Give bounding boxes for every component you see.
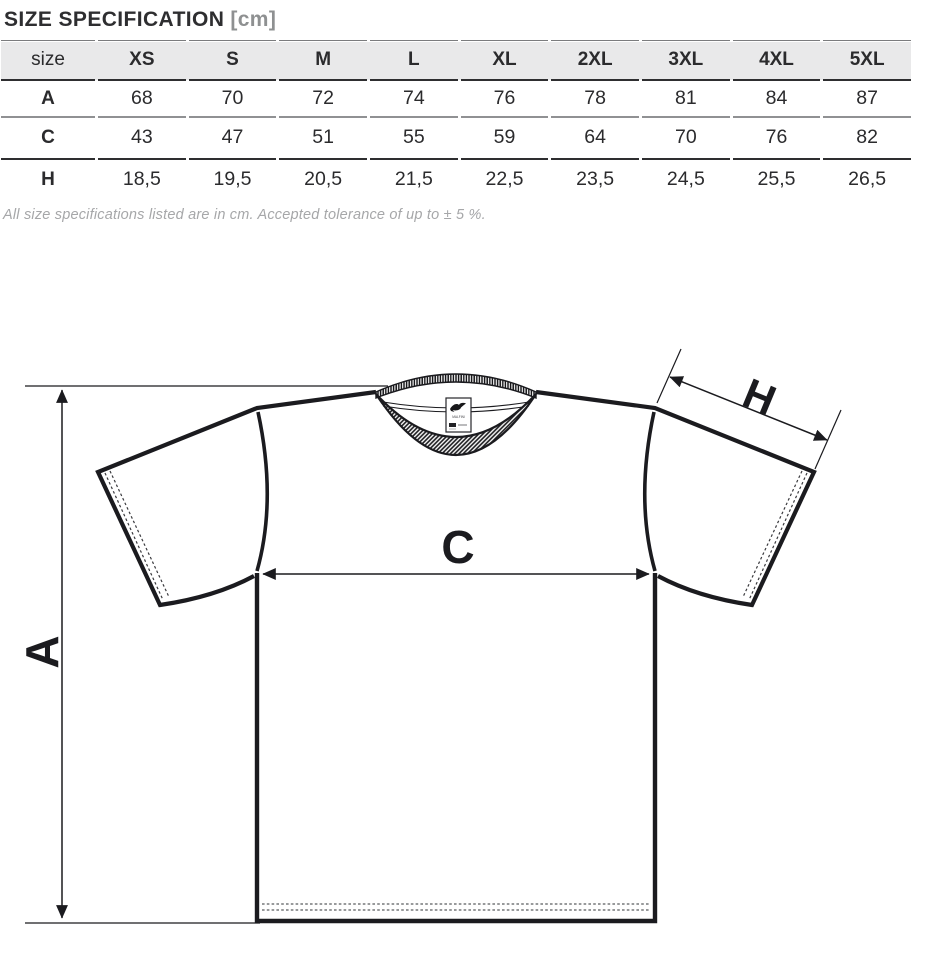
- collar-front-band: [375, 393, 537, 457]
- dim-label-c: C: [441, 521, 474, 573]
- right-sleeve-stitch: [742, 470, 803, 598]
- h-extension-line-right: [814, 409, 842, 470]
- value-cell: 64: [551, 118, 639, 160]
- header-cell-2xl: 2XL: [551, 40, 639, 81]
- value-cell: 21,5: [394, 168, 433, 190]
- value-cell: 74: [369, 81, 458, 118]
- value-cell: 19,5: [213, 168, 252, 190]
- dimension-line-h: [669, 376, 828, 441]
- size-table: size XS S M L XL 2XL 3XL 4XL 5XL A 68 70…: [1, 40, 911, 200]
- header-cell-4xl: 4XL: [732, 40, 821, 81]
- left-sleeve-stitch: [109, 470, 170, 598]
- value-cell: 51: [279, 118, 367, 160]
- h-extension-line-left: [656, 348, 682, 404]
- collar-back-band: [375, 373, 537, 400]
- row-label-a: A: [1, 81, 95, 118]
- value-cell: 70: [641, 118, 730, 160]
- neck-label: MALFINI: [445, 397, 472, 433]
- value-cell: 22,5: [485, 168, 524, 190]
- value-cell: 76: [732, 118, 821, 160]
- value-cell: 18,5: [122, 168, 161, 190]
- table-header-background: [1, 41, 911, 80]
- row-label-h: H: [41, 168, 55, 190]
- header-cell-5xl: 5XL: [823, 40, 911, 81]
- header-cell-3xl: 3XL: [641, 40, 730, 81]
- header-cell-l: L: [369, 40, 458, 81]
- right-sleeve-stitch: [748, 472, 808, 601]
- dim-label-h: H: [737, 369, 783, 424]
- value-cell: 47: [188, 118, 277, 160]
- row-label-c: C: [1, 118, 95, 160]
- value-cell: 78: [551, 81, 639, 118]
- value-cell: 23,5: [576, 168, 615, 190]
- body-outline: [254, 573, 658, 924]
- left-armhole-seam: [255, 411, 270, 572]
- value-cell: 26,5: [848, 168, 887, 190]
- page-title: SIZE SPECIFICATION [cm]: [0, 0, 928, 33]
- value-cell: 82: [823, 118, 911, 160]
- right-sleeve-outline: [535, 389, 817, 608]
- header-cell-xs: XS: [98, 40, 186, 81]
- value-cell: 87: [823, 81, 911, 118]
- right-armhole-seam: [642, 411, 657, 572]
- left-sleeve-outline: [95, 389, 377, 608]
- value-cell: 81: [641, 81, 730, 118]
- brand-label-text: MALFINI: [452, 415, 465, 419]
- header-cell-m: M: [279, 40, 367, 81]
- tshirt-diagram: A MALFINI: [0, 330, 928, 968]
- brand-bird-icon: [450, 402, 466, 412]
- value-cell: 24,5: [666, 168, 705, 190]
- dim-label-a: A: [16, 635, 68, 668]
- left-sleeve-stitch: [104, 472, 164, 601]
- value-cell: 70: [188, 81, 277, 118]
- value-cell: 20,5: [304, 168, 343, 190]
- value-cell: 76: [460, 81, 549, 118]
- header-cell-size: size: [1, 40, 95, 81]
- value-cell: 43: [98, 118, 186, 160]
- tolerance-note: All size specifications listed are in cm…: [3, 206, 486, 223]
- value-cell: 25,5: [757, 168, 796, 190]
- value-cell: 55: [369, 118, 458, 160]
- value-cell: 72: [279, 81, 367, 118]
- title-unit: [cm]: [230, 8, 277, 31]
- value-cell: 84: [732, 81, 821, 118]
- value-cell: 68: [98, 81, 186, 118]
- header-cell-xl: XL: [460, 40, 549, 81]
- value-cell: 59: [460, 118, 549, 160]
- title-text: SIZE SPECIFICATION: [4, 8, 225, 31]
- header-cell-s: S: [188, 40, 277, 81]
- tshirt-diagram-svg: A MALFINI: [16, 348, 842, 924]
